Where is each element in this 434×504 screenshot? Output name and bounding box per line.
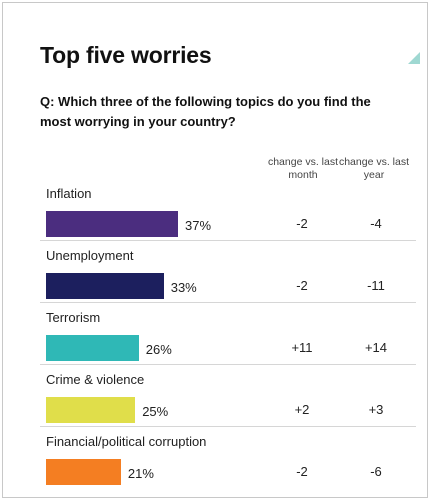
- change-month-corruption: -2: [296, 464, 308, 479]
- change-year-unemployment: -11: [367, 278, 385, 293]
- survey-question: Q: Which three of the following topics d…: [40, 94, 371, 129]
- change-month-terrorism: +11: [291, 340, 313, 355]
- change-year-crime-violence: +3: [368, 402, 384, 417]
- change-month-unemployment: -2: [296, 278, 308, 293]
- bar-corruption: [46, 459, 121, 485]
- bar-crime-violence: [46, 397, 136, 423]
- change-month-inflation: -2: [296, 216, 308, 231]
- bar-unemployment: [46, 273, 164, 299]
- row-separator: [40, 302, 416, 303]
- change-year-terrorism: +14: [364, 340, 388, 355]
- value-label-corruption: 21%: [127, 466, 154, 481]
- bar-terrorism: [46, 335, 139, 361]
- value-label-terrorism: 26%: [145, 342, 172, 357]
- chart-frame: [2, 2, 428, 498]
- row-separator: [40, 364, 416, 365]
- change-month-crime-violence: +2: [294, 402, 310, 417]
- row-label-inflation: Inflation: [46, 186, 92, 201]
- header-change-month: change vs. last month: [267, 156, 339, 181]
- bar-inflation: [46, 211, 178, 237]
- header-change-year: change vs. last year: [338, 156, 410, 181]
- row-label-unemployment: Unemployment: [46, 248, 134, 263]
- change-year-corruption: -6: [370, 464, 382, 479]
- row-label-terrorism: Terrorism: [46, 310, 101, 325]
- value-label-unemployment: 33%: [170, 280, 197, 295]
- value-label-inflation: 37%: [185, 218, 212, 233]
- value-label-crime-violence: 25%: [142, 404, 169, 419]
- row-separator: [40, 240, 416, 241]
- row-separator: [40, 426, 416, 427]
- chart-title: Top five worries: [40, 42, 212, 68]
- change-year-inflation: -4: [370, 216, 382, 231]
- corner-accent: [408, 52, 420, 64]
- row-label-corruption: Financial/political corruption: [46, 434, 207, 449]
- row-label-crime-violence: Crime & violence: [46, 372, 145, 387]
